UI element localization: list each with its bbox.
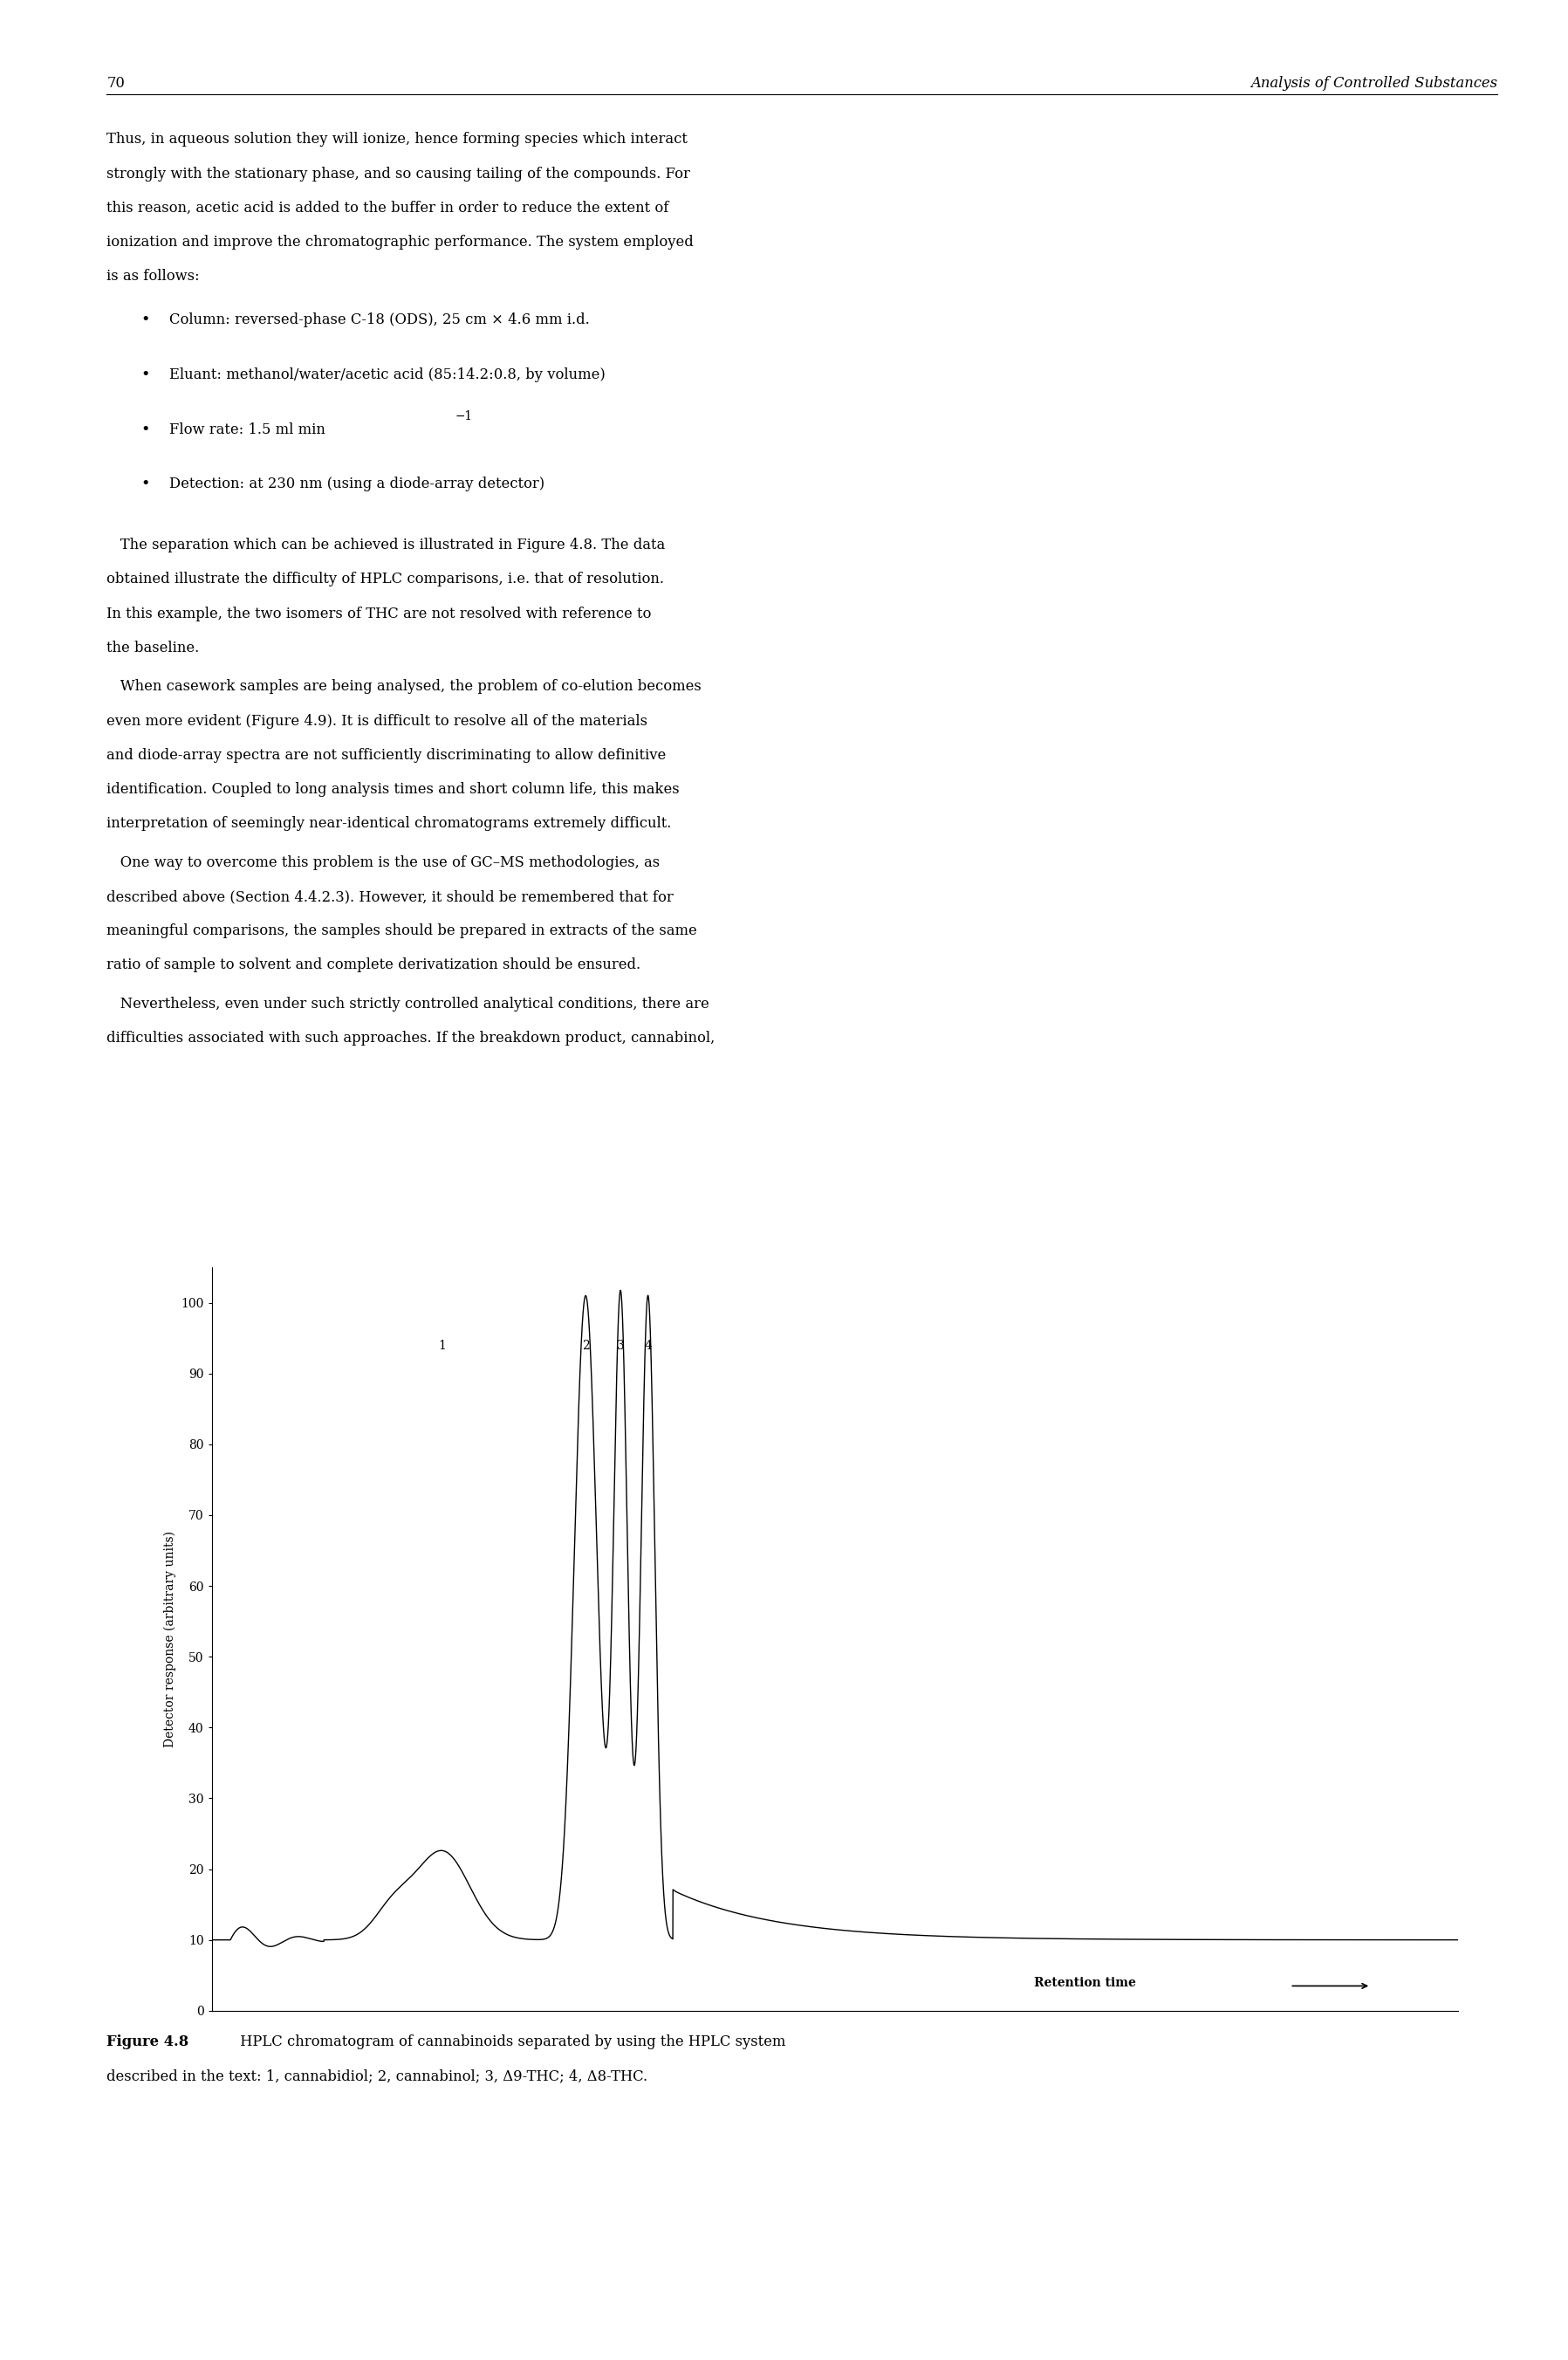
Text: identification. Coupled to long analysis times and short column life, this makes: identification. Coupled to long analysis… — [107, 781, 679, 798]
Text: Column: reversed-phase C-18 (ODS), 25 cm × 4.6 mm i.d.: Column: reversed-phase C-18 (ODS), 25 cm… — [169, 312, 590, 328]
Text: described above (Section 4.4.2.3). However, it should be remembered that for: described above (Section 4.4.2.3). Howev… — [107, 890, 674, 904]
Text: ratio of sample to solvent and complete derivatization should be ensured.: ratio of sample to solvent and complete … — [107, 958, 641, 972]
Text: the baseline.: the baseline. — [107, 640, 199, 656]
Text: interpretation of seemingly near-identical chromatograms extremely difficult.: interpretation of seemingly near-identic… — [107, 817, 671, 831]
Text: HPLC chromatogram of cannabinoids separated by using the HPLC system: HPLC chromatogram of cannabinoids separa… — [235, 2034, 786, 2048]
Y-axis label: Detector response (arbitrary units): Detector response (arbitrary units) — [163, 1532, 176, 1746]
Text: meaningful comparisons, the samples should be prepared in extracts of the same: meaningful comparisons, the samples shou… — [107, 923, 698, 939]
Text: even more evident (Figure 4.9). It is difficult to resolve all of the materials: even more evident (Figure 4.9). It is di… — [107, 713, 648, 729]
Text: strongly with the stationary phase, and so causing tailing of the compounds. For: strongly with the stationary phase, and … — [107, 165, 690, 182]
Text: Analysis of Controlled Substances: Analysis of Controlled Substances — [1251, 76, 1497, 90]
Text: 3: 3 — [616, 1340, 624, 1352]
Text: Thus, in aqueous solution they will ionize, hence forming species which interact: Thus, in aqueous solution they will ioni… — [107, 132, 688, 146]
Text: obtained illustrate the difficulty of HPLC comparisons, i.e. that of resolution.: obtained illustrate the difficulty of HP… — [107, 571, 665, 588]
Text: 70: 70 — [107, 76, 125, 90]
Text: 2: 2 — [582, 1340, 590, 1352]
Text: and diode-array spectra are not sufficiently discriminating to allow definitive: and diode-array spectra are not sufficie… — [107, 748, 666, 762]
Text: difficulties associated with such approaches. If the breakdown product, cannabin: difficulties associated with such approa… — [107, 1031, 715, 1045]
Text: •: • — [141, 422, 151, 439]
Text: •: • — [141, 368, 151, 382]
Text: Figure 4.8: Figure 4.8 — [107, 2034, 188, 2048]
Text: Detection: at 230 nm (using a diode-array detector): Detection: at 230 nm (using a diode-arra… — [169, 477, 544, 491]
Text: described in the text: 1, cannabidiol; 2, cannabinol; 3, Δ9-THC; 4, Δ8-THC.: described in the text: 1, cannabidiol; 2… — [107, 2067, 648, 2084]
Text: 4: 4 — [644, 1340, 652, 1352]
Text: Nevertheless, even under such strictly controlled analytical conditions, there a: Nevertheless, even under such strictly c… — [107, 996, 709, 1012]
Text: •: • — [141, 312, 151, 328]
Text: Eluant: methanol/water/acetic acid (85:14.2:0.8, by volume): Eluant: methanol/water/acetic acid (85:1… — [169, 368, 605, 382]
Text: ionization and improve the chromatographic performance. The system employed: ionization and improve the chromatograph… — [107, 234, 693, 250]
Text: When casework samples are being analysed, the problem of co-elution becomes: When casework samples are being analysed… — [107, 680, 701, 694]
Text: is as follows:: is as follows: — [107, 269, 199, 283]
Text: One way to overcome this problem is the use of GC–MS methodologies, as: One way to overcome this problem is the … — [107, 854, 660, 871]
Text: The separation which can be achieved is illustrated in Figure 4.8. The data: The separation which can be achieved is … — [107, 538, 665, 552]
Text: Retention time: Retention time — [1035, 1978, 1137, 1989]
Text: −1: −1 — [455, 411, 472, 422]
Text: In this example, the two isomers of THC are not resolved with reference to: In this example, the two isomers of THC … — [107, 607, 651, 621]
Text: this reason, acetic acid is added to the buffer in order to reduce the extent of: this reason, acetic acid is added to the… — [107, 201, 670, 215]
Text: •: • — [141, 477, 151, 493]
Text: Flow rate: 1.5 ml min: Flow rate: 1.5 ml min — [169, 422, 326, 437]
Text: 1: 1 — [439, 1340, 447, 1352]
